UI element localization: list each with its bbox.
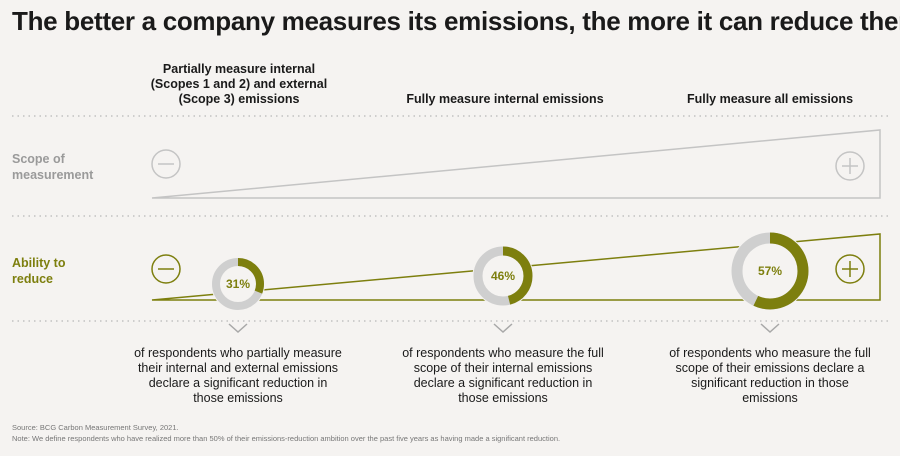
donut-3: 57% (730, 231, 810, 311)
scope-plus-icon (835, 151, 865, 181)
footer-source: Source: BCG Carbon Measurement Survey, 2… (12, 423, 179, 432)
reduce-plus-icon (835, 254, 865, 284)
scope-minus-icon (151, 149, 181, 179)
description-partial: of respondents who partially measure the… (134, 346, 342, 405)
chevron-down-icon (760, 323, 780, 334)
page-title: The better a company measures its emissi… (12, 6, 900, 36)
donut-value-label: 31% (226, 277, 250, 291)
description-all: of respondents who measure the full scop… (669, 346, 871, 405)
scope-wedge (151, 129, 881, 199)
donut-value-arc (731, 232, 809, 310)
column-header-internal: Fully measure internal emissions (406, 92, 604, 106)
footer-note: Note: We define respondents who have rea… (12, 434, 561, 443)
column-header-all: Fully measure all emissions (686, 92, 854, 106)
chevron-down-icon (493, 323, 513, 334)
donut-value-arc (473, 246, 533, 306)
column-header-partial: Partially measure internal (Scopes 1 and… (150, 62, 328, 106)
donut-value-label: 57% (758, 264, 782, 278)
description-internal: of respondents who measure the full scop… (402, 346, 604, 405)
chevron-down-icon (228, 323, 248, 334)
row-label-reduce: Ability to reduce (12, 256, 66, 286)
donut-value-label: 46% (491, 269, 515, 283)
row-label-scope: Scope of measurement (12, 152, 94, 182)
donut-1: 31% (211, 257, 265, 311)
donut-2: 46% (472, 245, 534, 307)
reduce-minus-icon (151, 254, 181, 284)
donut-value-arc (212, 258, 264, 310)
